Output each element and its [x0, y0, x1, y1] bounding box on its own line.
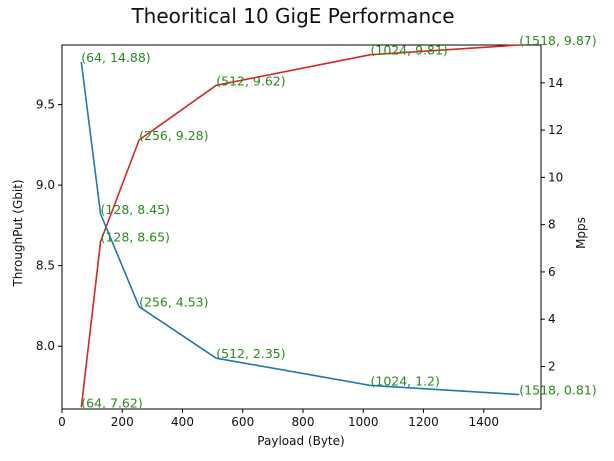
series-line-mpps: [80, 61, 520, 396]
data-label: (64, 14.88): [81, 50, 150, 65]
x-tick-label: 1000: [348, 415, 379, 429]
x-tick-label: 200: [111, 415, 134, 429]
x-tick-label: 1400: [468, 415, 499, 429]
data-label: (1518, 9.87): [519, 33, 596, 48]
chart-title: Theoritical 10 GigE Performance: [130, 4, 454, 28]
x-tick-label: 1200: [408, 415, 439, 429]
y-tick-label: 9.5: [36, 98, 55, 112]
y-tick-label: 8.0: [36, 339, 55, 353]
y2-tick-label: 2: [548, 359, 556, 373]
x-tick-label: 600: [231, 415, 254, 429]
plot-area: 0 200 400 600 800 1000 1200 1400 8.0 8.5 9.0 9.5 2 4 6…: [36, 33, 597, 429]
series-line-throughput: [80, 44, 520, 408]
y2-tick-label: 10: [548, 170, 563, 184]
data-label: (256, 4.53): [139, 295, 208, 310]
data-label: (1518, 0.81): [519, 383, 596, 398]
data-label: (512, 9.62): [216, 73, 285, 88]
y2-tick-label: 4: [548, 312, 556, 326]
y-tick-label: 8.5: [36, 259, 55, 273]
data-label: (128, 8.45): [101, 202, 170, 217]
y2-tick-label: 14: [548, 76, 563, 90]
y-tick-label: 9.0: [36, 178, 55, 192]
y2-tick-label: 6: [548, 265, 556, 279]
data-label: (1024, 9.81): [370, 43, 447, 58]
x-tick-label: 0: [58, 415, 66, 429]
y2-axis-label: Mpps: [574, 217, 588, 249]
x-axis-label: Payload (Byte): [257, 434, 344, 448]
plot-frame: [61, 44, 542, 410]
y2-tick-label: 8: [548, 218, 556, 232]
x-tick-label: 800: [292, 415, 315, 429]
data-label: (64, 7.62): [81, 395, 142, 410]
y-axis-label: ThroughPut (Gbit): [11, 179, 25, 287]
data-label: (128, 8.65): [101, 229, 170, 244]
x-tick-label: 400: [171, 415, 194, 429]
y2-tick-label: 12: [548, 123, 563, 137]
data-label: (1024, 1.2): [370, 373, 439, 388]
data-label: (512, 2.35): [216, 346, 285, 361]
data-label: (256, 9.28): [139, 128, 208, 143]
